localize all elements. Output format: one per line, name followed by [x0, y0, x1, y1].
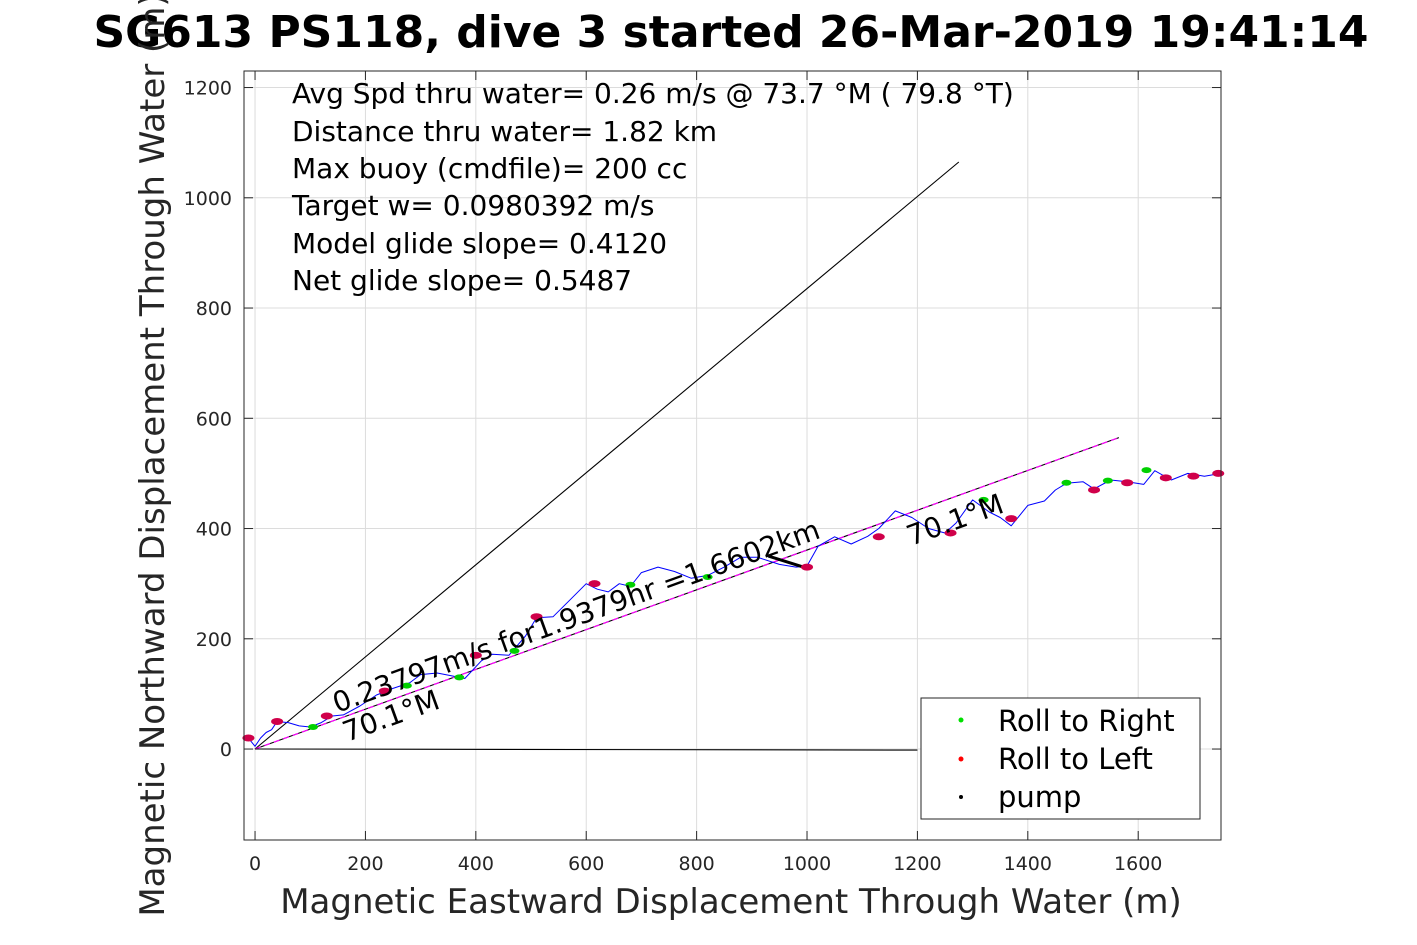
track-lines [246, 470, 1222, 747]
roll-left-marker [1005, 515, 1018, 523]
legend-marker-roll-left [958, 756, 964, 762]
roll-left-marker [1187, 472, 1200, 480]
x-tick-label: 1600 [1114, 853, 1162, 875]
roll-right-marker [401, 682, 412, 689]
x-tick-label: 400 [458, 853, 494, 875]
roll-right-marker [625, 581, 636, 588]
roll-left-marker [469, 651, 482, 659]
reference-lines [254, 161, 1120, 751]
reference-line-3 [254, 748, 918, 751]
y-tick-label: 800 [196, 298, 232, 320]
pump-segment [767, 554, 808, 570]
info-line-max-buoy: Max buoy (cmdfile)= 200 cc [292, 152, 687, 185]
roll-left-marker [944, 529, 957, 537]
x-tick-label: 800 [678, 853, 714, 875]
info-line-target-w: Target w= 0.0980392 m/s [291, 189, 654, 222]
roll-left-marker [271, 717, 284, 725]
legend-label-roll-left: Roll to Left [998, 742, 1153, 776]
plot-frame [243, 70, 1222, 841]
x-tick-label: 200 [347, 853, 383, 875]
info-line-avg-speed: Avg Spd thru water= 0.26 m/s @ 73.7 °M (… [292, 77, 1014, 110]
legend-label-roll-right: Roll to Right [998, 704, 1175, 738]
y-tick-label: 400 [196, 519, 232, 541]
axis-ticks: 0 200 400 600 800 1000 1200 1400 1600 0 200 400 600 8… [184, 71, 1221, 875]
x-axis-label: Magnetic Eastward Displacement Through W… [280, 882, 1182, 922]
roll-right-marker [1102, 477, 1113, 484]
roll-left-marker [1121, 479, 1134, 487]
legend: Roll to Right Roll to Left pump [920, 697, 1201, 820]
y-tick-label: 600 [196, 408, 232, 430]
roll-left-marker [1159, 474, 1172, 482]
roll-right-marker [702, 574, 713, 581]
x-tick-label: 1200 [893, 853, 941, 875]
roll-right-marker [454, 674, 465, 681]
reference-line-0 [254, 161, 960, 750]
roll-left-marker [530, 613, 543, 621]
x-tick-label: 0 [249, 853, 261, 875]
x-tick-label: 600 [568, 853, 604, 875]
y-tick-label: 200 [196, 629, 232, 651]
roll-right-marker [1141, 467, 1152, 474]
roll-left-marker [378, 687, 391, 695]
roll-left-marker [320, 712, 333, 720]
y-axis-label: Magnetic Northward Displacement Through … [133, 0, 173, 917]
legend-marker-pump [959, 795, 963, 799]
roll-left-marker [872, 533, 885, 541]
info-line-net-glide: Net glide slope= 0.5487 [292, 264, 632, 297]
x-tick-label: 1400 [1004, 853, 1052, 875]
glider-track [246, 470, 1222, 747]
info-line-model-glide: Model glide slope= 0.4120 [292, 227, 667, 260]
roll-right-marker [307, 723, 318, 730]
roll-left-marker [1088, 486, 1101, 494]
roll-left-marker [801, 563, 814, 571]
legend-box [920, 697, 1201, 820]
y-tick-label: 1200 [184, 78, 232, 100]
roll-right-marker [978, 496, 989, 503]
roll-right-marker [1061, 479, 1072, 486]
legend-marker-roll-right [958, 717, 964, 723]
roll-left-marker [242, 734, 255, 742]
roll-left-marker [1212, 469, 1225, 477]
roll-right-marker [509, 647, 520, 654]
info-box: Avg Spd thru water= 0.26 m/s @ 73.7 °M (… [291, 77, 1014, 297]
x-tick-label: 1000 [783, 853, 831, 875]
y-tick-label: 1000 [184, 188, 232, 210]
info-line-distance: Distance thru water= 1.82 km [292, 115, 717, 148]
roll-left-marker [588, 580, 601, 588]
legend-label-pump: pump [998, 780, 1081, 814]
chart-title: SG613 PS118, dive 3 started 26-Mar-2019 … [93, 7, 1368, 58]
reference-line-2 [254, 437, 1120, 750]
y-tick-label: 0 [220, 739, 232, 761]
